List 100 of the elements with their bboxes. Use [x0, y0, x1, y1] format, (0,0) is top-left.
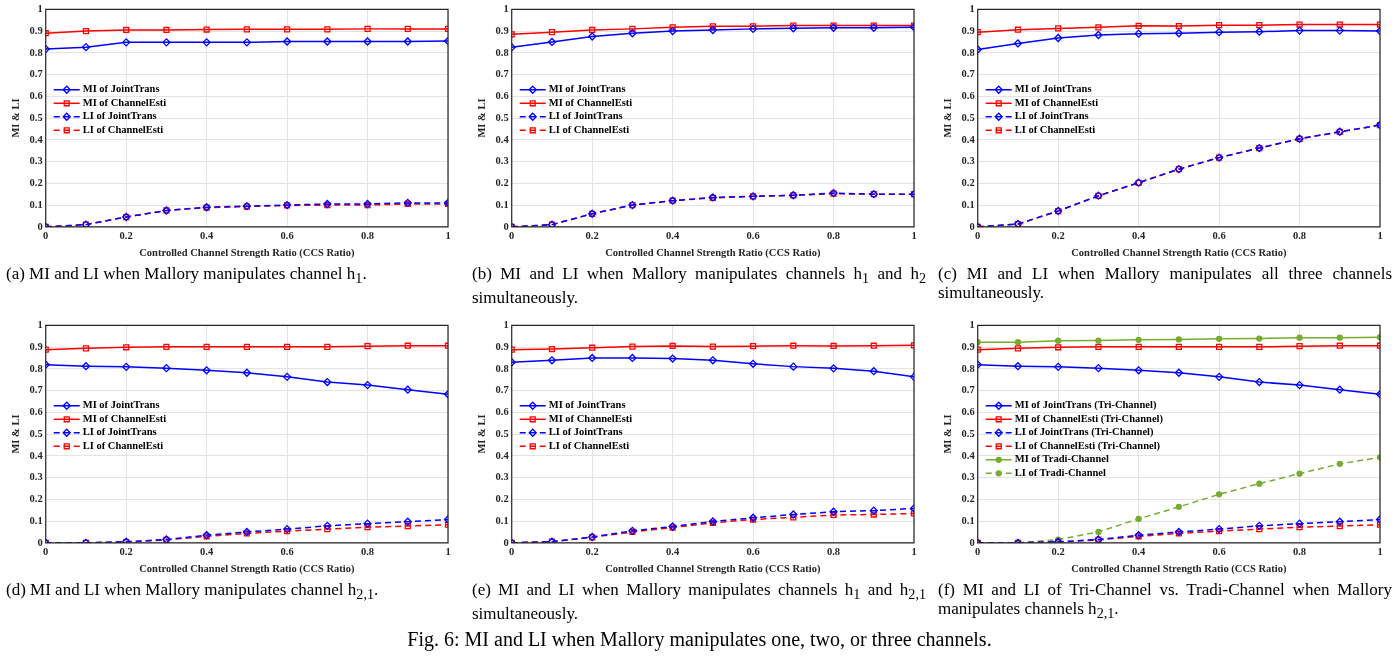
legend-label: LI of JointTrans	[548, 426, 623, 438]
x-tick-label: 0.8	[826, 545, 841, 557]
x-tick-label: 0.8	[360, 229, 375, 241]
x-tick-label: 1	[911, 545, 917, 557]
x-axis-title: Controlled Channel Strength Ratio (CCS Ratio)	[605, 563, 821, 576]
y-tick-label: 0.7	[495, 384, 509, 396]
legend-label: LI of ChannelEsti	[82, 123, 164, 135]
legend-label: MI of ChannelEsti	[548, 412, 633, 424]
y-tick-label: 1	[37, 3, 43, 15]
legend-label: MI of JointTrans	[82, 399, 160, 411]
x-tick-label: 0.6	[280, 545, 294, 557]
x-tick-label: 0.8	[1292, 229, 1307, 241]
y-tick-label: 0.1	[961, 198, 975, 210]
legend-label: MI of JointTrans (Tri-Channel)	[1014, 399, 1157, 412]
y-axis-title: MI & LI	[942, 98, 954, 138]
legend-label: LI of ChannelEsti	[82, 439, 164, 451]
y-tick-label: 0.9	[495, 340, 509, 352]
legend-label: MI of Tradi-Channel	[1014, 453, 1109, 465]
legend-label: LI of ChannelEsti	[1014, 123, 1096, 135]
y-tick-label: 0.3	[29, 155, 43, 167]
x-tick-label: 1	[445, 229, 451, 241]
y-tick-label: 0.1	[495, 198, 509, 210]
legend-label: MI of ChannelEsti	[82, 96, 167, 108]
y-tick-label: 1	[969, 319, 975, 331]
x-axis-title: Controlled Channel Strength Ratio (CCS Ratio)	[1071, 563, 1287, 576]
y-tick-label: 0.7	[961, 384, 975, 396]
y-tick-label: 0.6	[29, 406, 43, 418]
y-tick-label: 0.8	[29, 46, 43, 58]
x-tick-label: 0.6	[1212, 229, 1226, 241]
y-tick-label: 0	[37, 536, 43, 548]
x-tick-label: 0.2	[119, 545, 133, 557]
x-tick-label: 0.2	[1051, 545, 1065, 557]
y-tick-label: 0.6	[29, 90, 43, 102]
y-tick-label: 0.4	[495, 133, 510, 145]
y-tick-label: 0.5	[961, 427, 975, 439]
y-tick-label: 0.8	[495, 362, 509, 374]
y-tick-label: 0	[503, 220, 509, 232]
y-tick-label: 0.4	[495, 449, 510, 461]
x-tick-label: 1	[911, 229, 917, 241]
y-tick-label: 0.2	[961, 493, 975, 505]
y-tick-label: 0.9	[29, 24, 43, 36]
y-tick-label: 0.7	[29, 68, 43, 80]
legend-label: MI of JointTrans	[548, 399, 626, 411]
x-tick-label: 0.8	[1292, 545, 1307, 557]
y-tick-label: 0.2	[961, 177, 975, 189]
x-axis-title: Controlled Channel Strength Ratio (CCS Ratio)	[605, 247, 821, 260]
x-tick-label: 0.6	[1212, 545, 1226, 557]
x-axis-title: Controlled Channel Strength Ratio (CCS Ratio)	[139, 247, 355, 260]
legend-label: LI of ChannelEsti	[548, 123, 630, 135]
y-tick-label: 0	[969, 220, 975, 232]
x-tick-label: 0.2	[585, 229, 599, 241]
y-tick-label: 0.3	[961, 155, 975, 167]
y-tick-label: 0.4	[29, 449, 44, 461]
legend-label: MI of ChannelEsti (Tri-Channel)	[1014, 412, 1164, 425]
y-tick-label: 0.6	[961, 406, 975, 418]
y-tick-label: 0.5	[29, 111, 43, 123]
y-axis-title: MI & LI	[10, 98, 22, 138]
y-tick-label: 0.3	[495, 471, 509, 483]
x-axis-title: Controlled Channel Strength Ratio (CCS Ratio)	[1071, 247, 1287, 260]
y-tick-label: 0.7	[495, 68, 509, 80]
legend-label: LI of JointTrans	[82, 426, 157, 438]
y-tick-label: 0.7	[29, 384, 43, 396]
legend-label: LI of Tradi-Channel	[1014, 466, 1107, 478]
y-tick-label: 0.4	[29, 133, 44, 145]
y-tick-label: 0.2	[495, 493, 509, 505]
y-axis-title: MI & LI	[10, 414, 22, 454]
y-tick-label: 0.7	[961, 68, 975, 80]
y-tick-label: 0.2	[495, 177, 509, 189]
x-tick-label: 0.4	[1132, 229, 1146, 241]
y-tick-label: 0.2	[29, 177, 43, 189]
x-tick-label: 1	[1377, 229, 1383, 241]
text: (a) MI and LI when Mallory manipulates channel h$_{1}$.	[5, 264, 368, 289]
y-tick-label: 0.4	[961, 449, 976, 461]
text: (e) MI and LI when Mallory manipulates channels h$_{1}$ and h$_{2,1}$ simultaneously.	[472, 580, 926, 624]
legend-label: LI of JointTrans	[548, 110, 623, 122]
legend-label: LI of ChannelEsti (Tri-Channel)	[1014, 439, 1161, 452]
x-tick-label: 0.4	[200, 545, 214, 557]
y-tick-label: 0.1	[495, 514, 509, 526]
x-tick-label: 0.2	[119, 229, 133, 241]
y-tick-label: 0.9	[961, 340, 975, 352]
text: (f) MI and LI of Tri-Channel vs. Tradi-Channel when Mallory manipulates channels h$_{2,1}$.	[937, 580, 1393, 624]
y-axis-title: MI & LI	[476, 98, 488, 138]
x-tick-label: 0.4	[200, 229, 214, 241]
legend-label: MI of ChannelEsti	[82, 412, 167, 424]
y-tick-label: 0.3	[961, 471, 975, 483]
y-tick-label: 0.1	[29, 514, 43, 526]
y-tick-label: 0.8	[495, 46, 509, 58]
y-tick-label: 0.3	[29, 471, 43, 483]
x-tick-label: 1	[445, 545, 451, 557]
legend-label: MI of JointTrans	[548, 83, 626, 95]
y-tick-label: 0.8	[29, 362, 43, 374]
y-tick-label: 0.1	[29, 198, 43, 210]
x-axis-title: Controlled Channel Strength Ratio (CCS Ratio)	[139, 563, 355, 576]
y-tick-label: 1	[503, 3, 509, 15]
y-tick-label: 0.9	[961, 24, 975, 36]
x-tick-label: 0.2	[585, 545, 599, 557]
x-tick-label: 0.6	[280, 229, 294, 241]
x-tick-label: 0.6	[746, 545, 760, 557]
x-tick-label: 0.4	[666, 229, 680, 241]
y-tick-label: 0.9	[495, 24, 509, 36]
